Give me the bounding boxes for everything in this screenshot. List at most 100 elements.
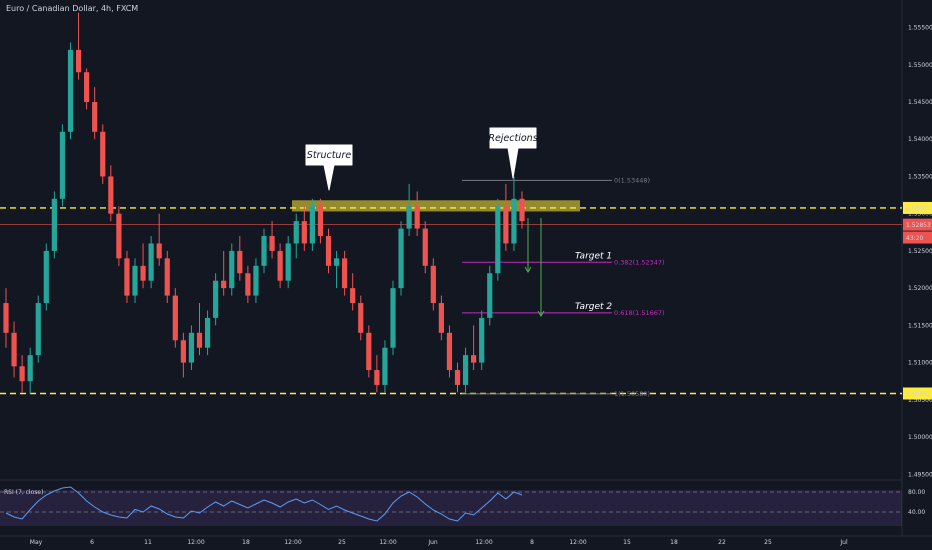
callout-bubble [489,127,537,179]
candle-body [164,258,170,296]
rsi-tick-label: 80.00 [908,489,925,496]
candle-body [438,303,444,333]
candle-body [27,355,33,382]
candle-body [366,332,372,371]
candle-body [156,243,162,259]
arrow-head [537,310,545,317]
rsi-line [5,486,523,522]
candle-body [487,273,493,318]
candle-body [132,265,138,296]
arrow-head [524,266,532,273]
x-tick-label: 25 [764,539,772,546]
target-2-label: Target 2 [575,302,612,312]
x-tick-label: 22 [718,539,726,546]
x-tick-label: 25 [338,539,346,546]
candle-body [333,258,340,266]
candle-body [59,131,66,199]
candle-body [3,303,9,333]
candle-body [19,366,25,382]
candle-body [390,288,396,348]
candle-body [406,206,412,229]
candle-body [221,280,227,289]
candle-body [350,288,356,304]
y-tick-label: 1.55000 [908,62,932,69]
candle-body [100,131,106,177]
candle-body [382,347,388,385]
target-1-label: Target 1 [575,251,612,261]
x-tick-label: 11 [144,539,152,546]
callout-label: Structure [307,150,352,161]
candle-body [430,265,436,304]
x-tick-label: 8 [530,539,534,546]
price-axis-badge [903,201,932,214]
candle-body [213,280,219,318]
candle-body [446,332,453,371]
candle-body [108,176,114,214]
candle-body [374,370,380,385]
candle-body [471,355,477,363]
candle-body [422,228,428,266]
candle-body [317,206,324,237]
candle-body [196,332,203,348]
candle-body [342,258,348,289]
candle-body [511,198,517,244]
candle-body [398,228,404,289]
y-tick-label: 1.54000 [908,136,932,143]
candle-body [237,250,243,274]
x-tick-label: 12:00 [284,539,301,546]
candle-body [454,370,461,385]
candle-body [301,221,307,244]
y-tick-label: 1.54500 [908,99,932,106]
candle-body [245,273,251,296]
x-tick-label: 18 [242,539,250,546]
candle-body [309,206,315,244]
y-tick-label: 1.52500 [908,248,932,255]
x-tick-label: 12:00 [475,539,492,546]
y-tick-label: 1.49500 [908,471,932,478]
callout-bubble [305,144,353,191]
price-axis-badge [903,387,932,400]
candle-body [519,198,525,222]
candle-body [43,250,49,304]
candle-body [414,206,420,229]
price-axis-badge [903,231,932,244]
price-axis-badge-label: 1.50585 [906,391,931,398]
candle-body [188,332,195,363]
candle-body [51,198,57,251]
y-tick-label: 1.53500 [908,173,932,180]
x-tick-label: 12:00 [569,539,586,546]
candle-body [204,317,211,348]
price-axis-badge [903,218,932,231]
candle-body [124,258,130,296]
candle-body [148,243,154,281]
candle-body [11,332,17,367]
y-tick-label: 1.53000 [908,211,932,218]
fib-level-label: 1(1.50580) [614,390,650,398]
candle-body [67,49,74,132]
chart-title: Euro / Canadian Dollar, 4h, FXCM [6,4,138,13]
candle-body [84,72,90,103]
x-tick-label: 12:00 [379,539,396,546]
candle-body [277,250,283,281]
fib-level-label: 0.618(1.51667) [614,309,665,317]
rsi-label: RSI (7, close) [4,489,43,496]
price-axis-badge-label: 1.52853 [906,222,931,229]
resistance-zone [292,200,580,212]
candle-body [325,236,332,266]
callout-label: Rejections [488,133,537,144]
price-axis-badge-label: 1.53077 [906,205,931,212]
x-tick-label: May [30,539,43,546]
candle-body [358,303,364,333]
candle-body [479,317,485,363]
x-tick-label: Jul [839,539,848,546]
fib-level-label: 0(1.53448) [614,176,650,184]
candle-body [269,236,275,251]
candle-body [75,49,82,73]
candle-body [180,340,186,363]
candle-body [462,355,469,385]
x-tick-label: 12:00 [187,539,204,546]
y-tick-label: 1.55500 [908,25,932,32]
y-tick-label: 1.50500 [908,397,932,404]
candle-body [503,206,509,244]
y-tick-label: 1.50000 [908,434,932,441]
